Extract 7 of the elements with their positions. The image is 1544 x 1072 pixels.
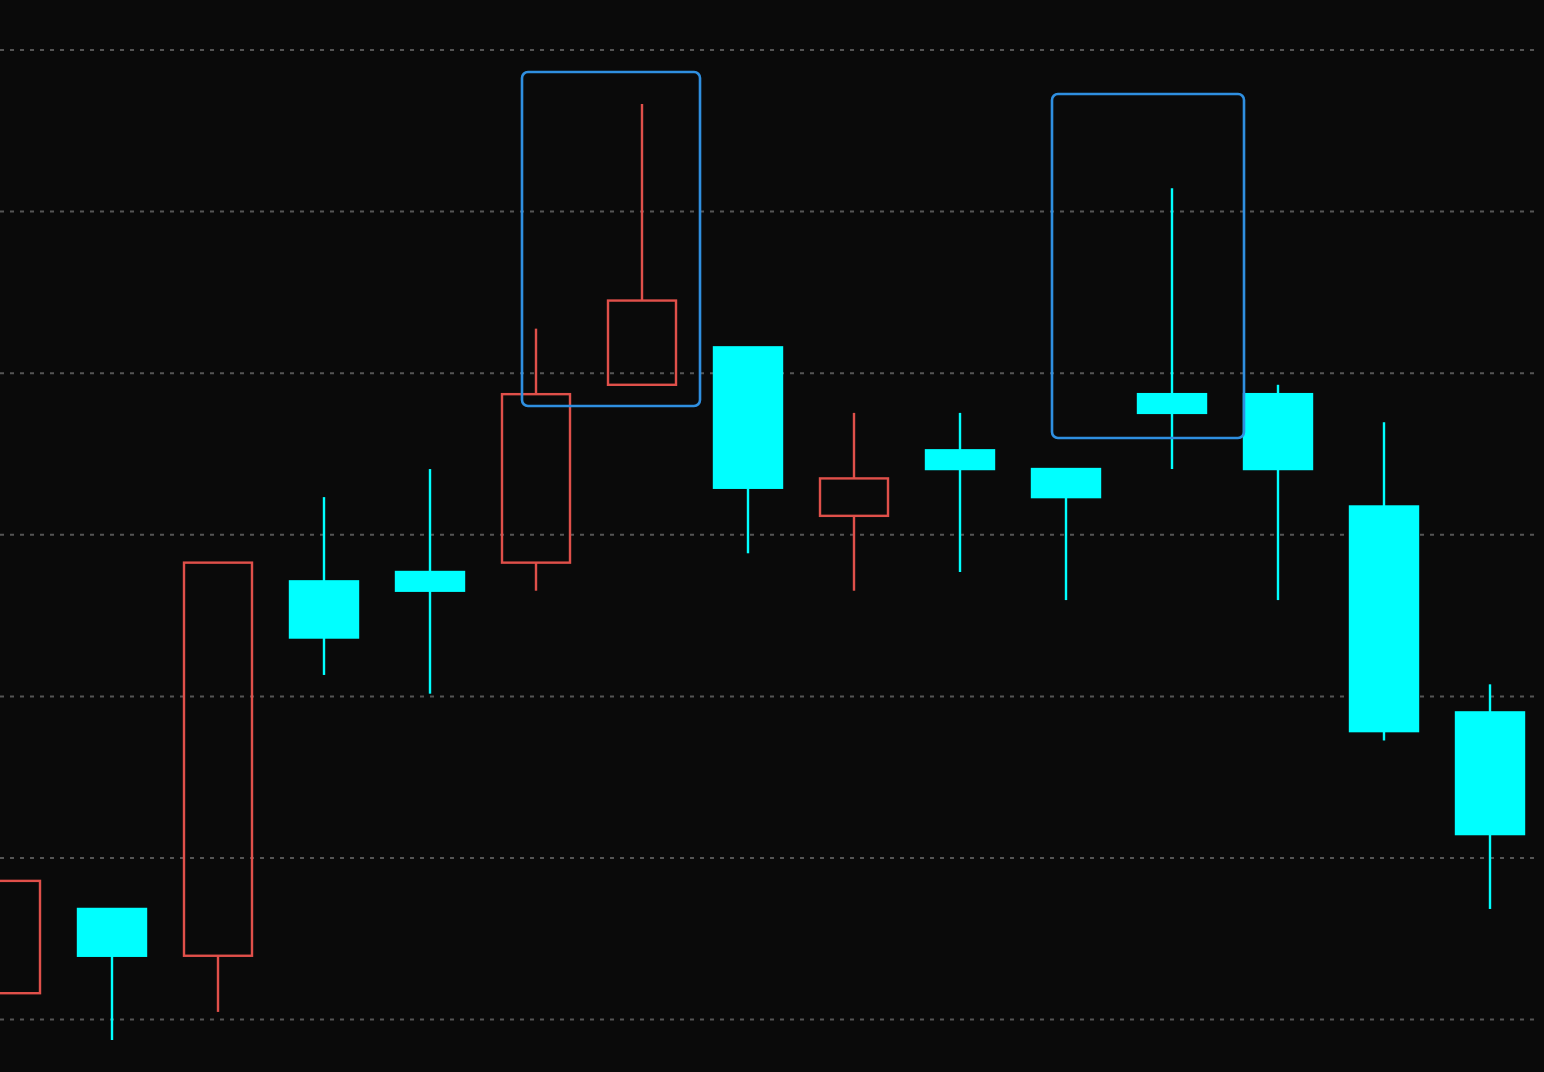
candlestick [1136,187,1208,471]
candlestick [818,411,890,592]
candlestick [288,495,360,677]
candlestick [500,327,572,592]
candlestick [924,411,996,574]
candlestick [394,467,466,695]
candlestick [1454,683,1526,911]
